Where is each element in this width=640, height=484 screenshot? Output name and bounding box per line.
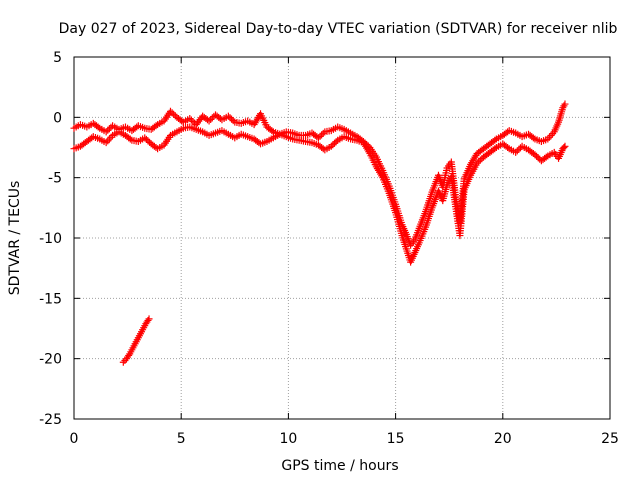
data-point-lower-track <box>512 148 520 156</box>
data-point-lower-track <box>531 151 539 159</box>
y-tick-label: -20 <box>39 352 62 368</box>
x-tick-label: 15 <box>387 431 405 447</box>
data-point-lower-track <box>476 156 484 164</box>
y-tick-label: -15 <box>39 291 62 307</box>
data-point-lower-track <box>533 152 541 160</box>
data-point-upper-track <box>224 112 232 120</box>
data-point-upper-track <box>491 136 499 144</box>
data-point-lower-track <box>144 137 152 145</box>
y-tick-label: -25 <box>39 412 62 428</box>
data-point-lower-track <box>534 154 542 162</box>
data-point-upper-track <box>316 132 324 140</box>
data-point-upper-track <box>94 123 102 131</box>
data-points <box>70 100 569 366</box>
data-point-lower-track <box>142 135 150 143</box>
x-tick-label: 20 <box>494 431 512 447</box>
data-point-upper-track <box>102 128 110 136</box>
data-point-upper-track <box>166 107 174 115</box>
data-point-upper-track <box>170 110 178 118</box>
data-point-lower-track <box>561 142 569 150</box>
data-point-upper-track <box>529 134 537 142</box>
data-point-upper-track <box>314 134 322 142</box>
y-axis-label: SDTVAR / TECUs <box>7 181 23 296</box>
data-point-upper-track <box>207 115 215 123</box>
grid-lines <box>74 57 610 419</box>
data-point-upper-track <box>561 100 569 108</box>
data-point-lower-track <box>332 138 340 146</box>
data-point-lower-track <box>475 158 483 166</box>
data-point-lower-track <box>560 144 568 151</box>
axis-ticks <box>73 56 611 420</box>
data-point-lower-track <box>330 139 338 147</box>
data-point-lower-track <box>473 159 481 167</box>
x-axis-label: GPS time / hours <box>281 458 398 474</box>
data-point-lower-track <box>329 141 337 149</box>
data-point-upper-track <box>205 117 213 125</box>
data-point-isolated-track <box>125 351 133 359</box>
data-point-upper-track <box>186 115 194 123</box>
data-point-upper-track <box>208 114 216 122</box>
y-tick-label: -10 <box>39 231 62 247</box>
y-tick-labels: 5 0 -5 -10 -15 -20 -25 <box>39 50 62 428</box>
data-point-upper-track <box>104 126 112 134</box>
x-tick-labels: 0 5 10 15 20 25 <box>70 431 619 447</box>
data-point-upper-track <box>318 131 326 139</box>
data-point-upper-track <box>226 114 234 122</box>
y-tick-label: 0 <box>53 110 62 126</box>
data-point-lower-track <box>126 135 134 143</box>
x-tick-label: 10 <box>279 431 297 447</box>
data-point-lower-track <box>513 147 521 155</box>
y-tick-label: 5 <box>53 50 62 66</box>
x-tick-label: 5 <box>177 431 186 447</box>
data-point-upper-track <box>152 122 160 130</box>
data-point-isolated-track <box>145 315 153 323</box>
data-point-upper-track <box>187 116 195 124</box>
data-point-lower-track <box>504 144 512 151</box>
x-tick-label: 25 <box>601 431 619 447</box>
data-point-upper-track <box>268 127 276 135</box>
chart-title: Day 027 of 2023, Sidereal Day-to-day VTE… <box>59 21 618 37</box>
y-tick-label: -5 <box>48 171 62 187</box>
data-point-isolated-track <box>144 316 152 324</box>
data-point-upper-track <box>168 109 176 117</box>
data-point-lower-track <box>141 134 149 142</box>
data-point-lower-track <box>327 142 335 150</box>
data-point-lower-track <box>491 145 499 153</box>
data-point-lower-track <box>542 153 550 161</box>
data-point-upper-track <box>319 129 327 137</box>
data-point-upper-track <box>229 117 237 125</box>
data-point-upper-track <box>228 115 236 123</box>
data-point-lower-track <box>515 145 523 153</box>
data-point-upper-track <box>105 125 113 133</box>
x-tick-label: 0 <box>70 431 79 447</box>
